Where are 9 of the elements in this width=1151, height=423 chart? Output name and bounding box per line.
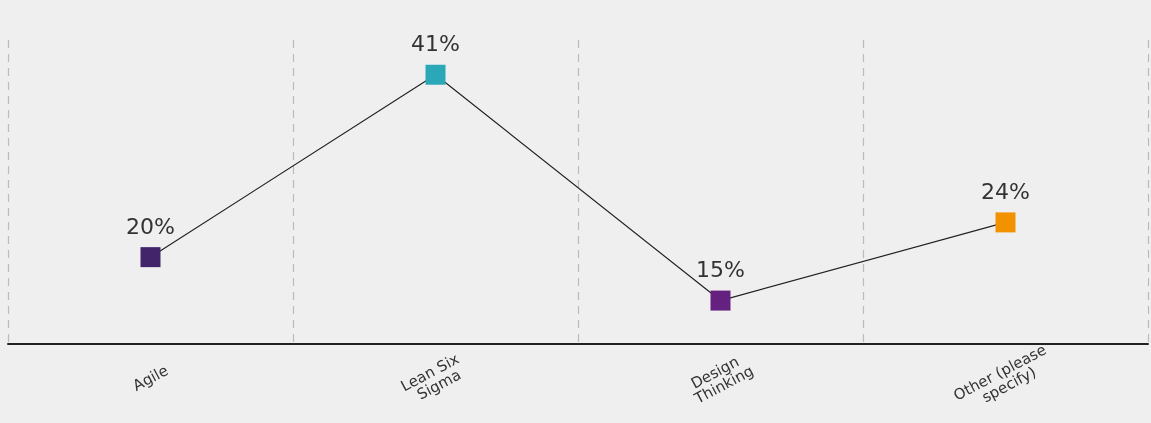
data-label: 24%	[981, 178, 1030, 204]
point	[425, 64, 446, 85]
point	[710, 290, 731, 311]
point	[995, 212, 1016, 233]
data-label: 41%	[411, 31, 460, 57]
data-label: 20%	[126, 213, 175, 239]
x-tick-label: Agile	[129, 361, 172, 395]
point	[140, 247, 161, 268]
data-label: 15%	[696, 257, 745, 283]
